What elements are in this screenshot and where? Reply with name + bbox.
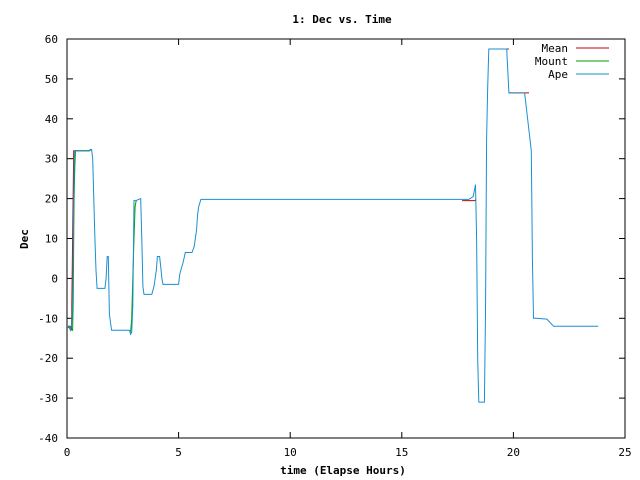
y-tick-label: -10	[38, 312, 58, 325]
y-axis: -40 -30 -20 -10 0 10 20 30 40 50 60	[38, 33, 625, 445]
y-tick-label: -20	[38, 352, 58, 365]
series-mount-line	[66, 149, 92, 332]
y-axis-label: Dec	[18, 229, 31, 249]
x-tick-label: 10	[284, 446, 297, 459]
y-tick-label: 20	[45, 193, 58, 206]
legend-label-mean: Mean	[542, 42, 569, 55]
x-tick-label: 15	[395, 446, 408, 459]
legend-label-mount: Mount	[535, 55, 568, 68]
y-tick-label: -30	[38, 392, 58, 405]
series-mean-line	[67, 149, 92, 331]
y-tick-label: 0	[51, 272, 58, 285]
chart-title: 1: Dec vs. Time	[292, 13, 392, 26]
series-layer	[66, 48, 599, 403]
y-tick-label: 10	[45, 233, 58, 246]
x-axis-label: time (Elapse Hours)	[280, 464, 406, 477]
y-tick-label: 50	[45, 73, 58, 86]
y-tick-label: 40	[45, 113, 58, 126]
x-axis: 0 5 10 15 20 25	[64, 39, 632, 459]
x-tick-label: 25	[618, 446, 631, 459]
y-tick-label: 60	[45, 33, 58, 46]
y-tick-label: 30	[45, 153, 58, 166]
x-tick-label: 5	[175, 446, 182, 459]
series-ape-line	[67, 48, 599, 403]
legend-label-ape: Ape	[548, 68, 568, 81]
x-tick-label: 0	[64, 446, 71, 459]
plot-area	[66, 38, 626, 439]
y-tick-label: -40	[38, 432, 58, 445]
x-tick-label: 20	[507, 446, 520, 459]
plot-border	[66, 38, 626, 439]
